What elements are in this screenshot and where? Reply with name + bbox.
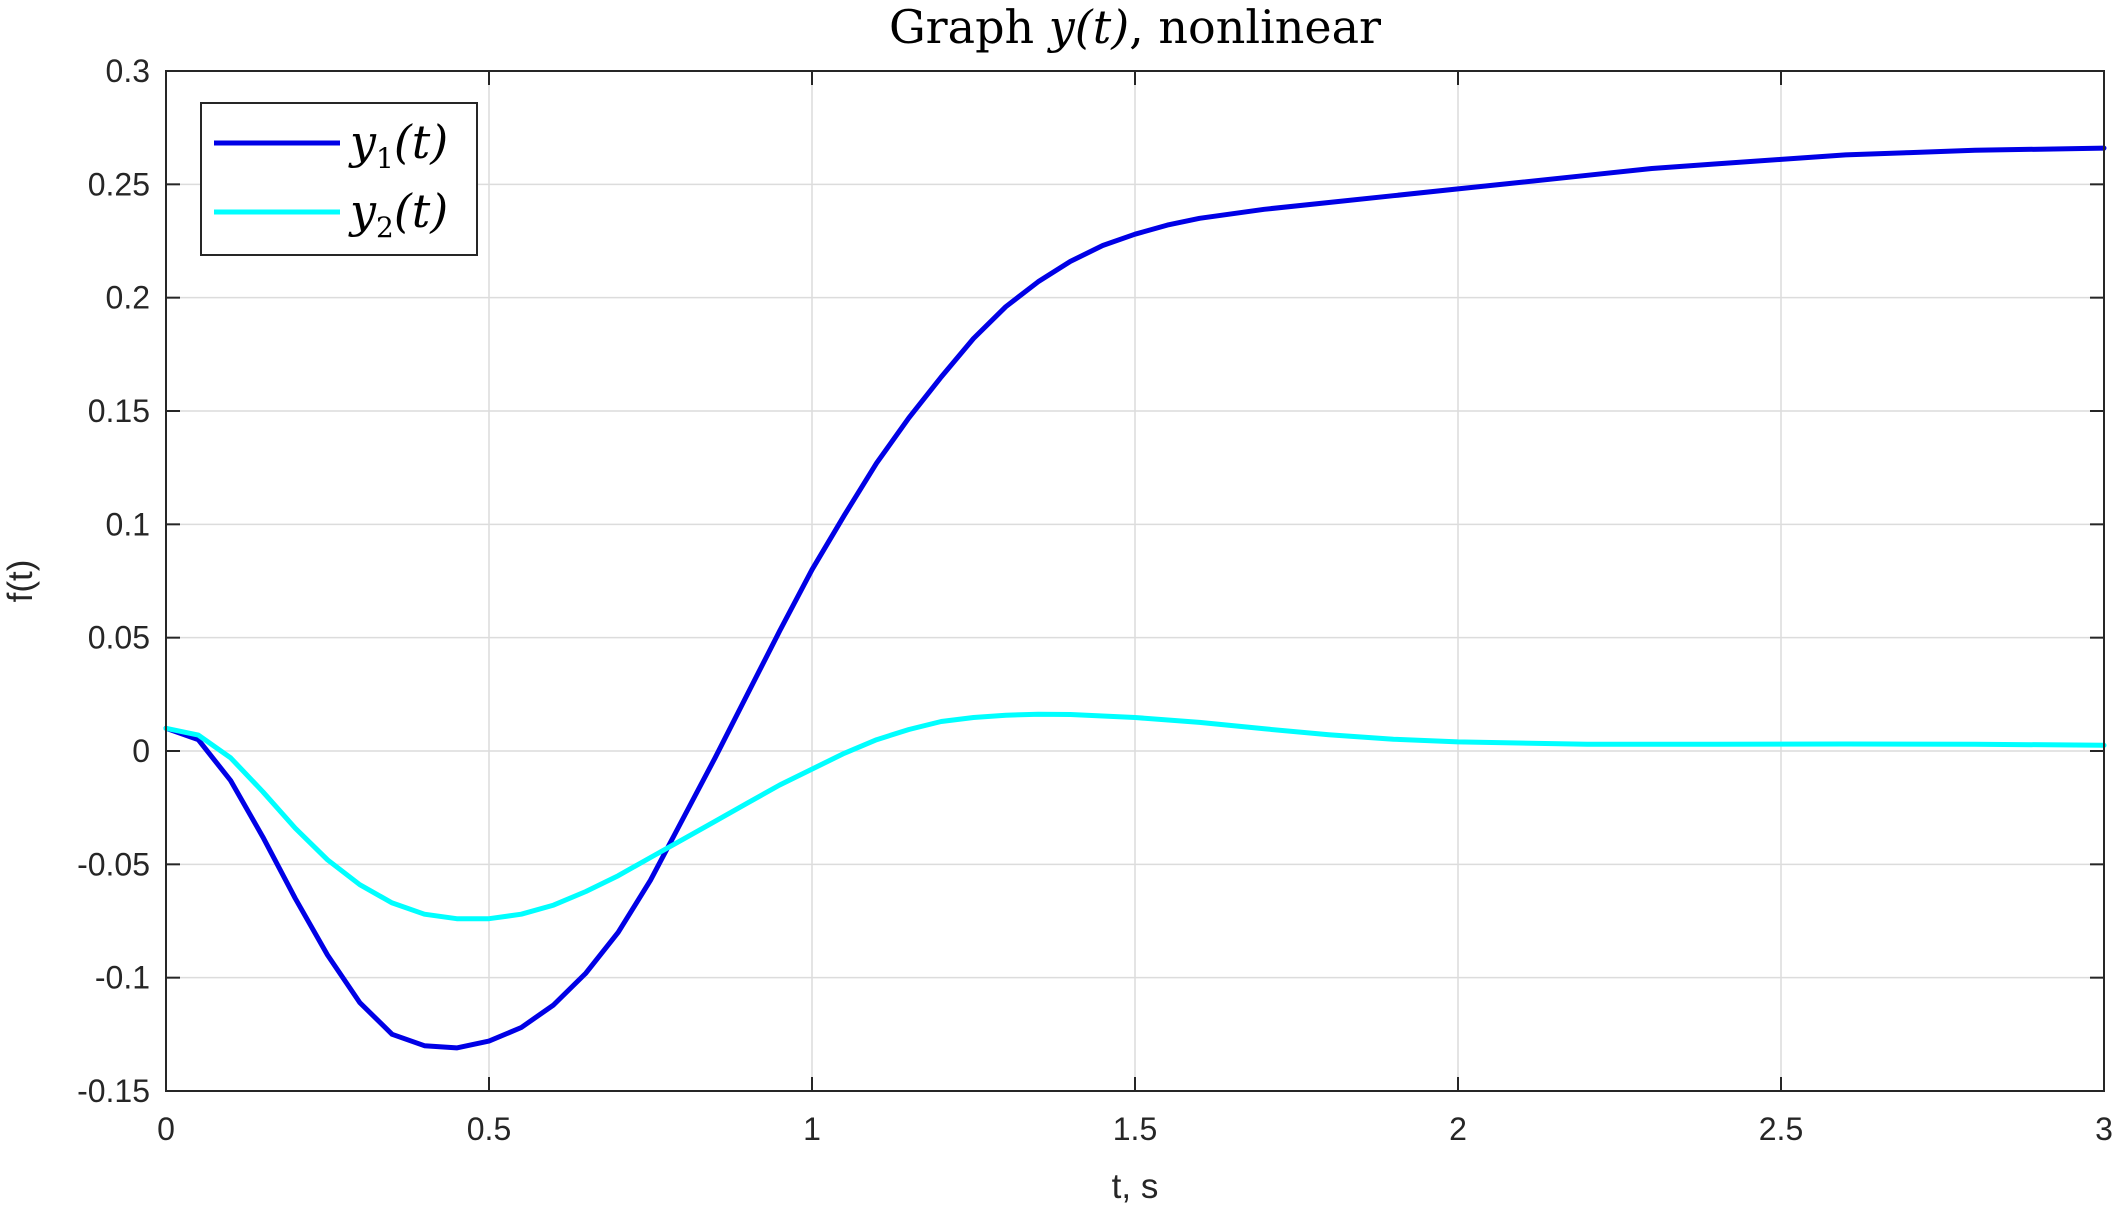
legend-entry-y1-tail: (t)	[394, 115, 448, 169]
x-tick-label: 3	[2095, 1111, 2113, 1147]
legend-entry-y2-sub: 2	[376, 211, 394, 244]
legend-entry-y2-base: y	[348, 184, 377, 238]
y-tick-label: -0.15	[77, 1073, 150, 1109]
legend-entry-y2-tail: (t)	[394, 184, 448, 238]
legend-box	[200, 102, 478, 256]
series-layer	[163, 145, 2107, 1051]
legend-entry-y1: y1(t)	[348, 115, 448, 175]
series-line-1	[163, 145, 2107, 1051]
y-tick-label: 0.15	[88, 393, 150, 429]
chart-title-suffix: , nonlinear	[1129, 0, 1381, 54]
y-tick-label: 0.1	[106, 506, 150, 542]
x-tick-label: 1	[803, 1111, 821, 1147]
legend: y1(t) y2(t)	[200, 102, 478, 256]
chart-title-prefix: Graph	[889, 0, 1049, 54]
chart-title-math: y(t)	[1047, 0, 1129, 54]
x-tick-label: 2	[1449, 1111, 1467, 1147]
x-tick-label: 0.5	[467, 1111, 511, 1147]
y-tick-label: 0.25	[88, 166, 150, 202]
x-axis-label: t, s	[1112, 1167, 1159, 1206]
y-tick-label: -0.05	[77, 846, 150, 882]
legend-entry-y2: y2(t)	[348, 184, 448, 244]
x-tick-labels: 0 0.5 1 1.5 2 2.5 3	[157, 1111, 2113, 1147]
series-line-2	[163, 711, 2107, 922]
y-tick-label: -0.1	[95, 960, 150, 996]
legend-entry-y1-base: y	[348, 115, 377, 169]
x-tick-label: 1.5	[1113, 1111, 1157, 1147]
x-tick-label: 0	[157, 1111, 175, 1147]
tick-marks	[165, 70, 2105, 1092]
y-axis-label: f(t)	[1, 560, 40, 603]
chart-title: Graph y(t), nonlinear	[889, 0, 1381, 54]
y-tick-label: 0.05	[88, 620, 150, 656]
y-tick-label: 0	[132, 733, 150, 769]
y-tick-label: 0.3	[106, 53, 150, 89]
legend-entry-y1-sub: 1	[376, 142, 394, 175]
x-tick-label: 2.5	[1759, 1111, 1803, 1147]
y-tick-label: 0.2	[106, 280, 150, 316]
y-tick-labels: -0.15 -0.1 -0.05 0 0.05 0.1 0.15 0.2 0.25 0.3	[77, 53, 150, 1109]
